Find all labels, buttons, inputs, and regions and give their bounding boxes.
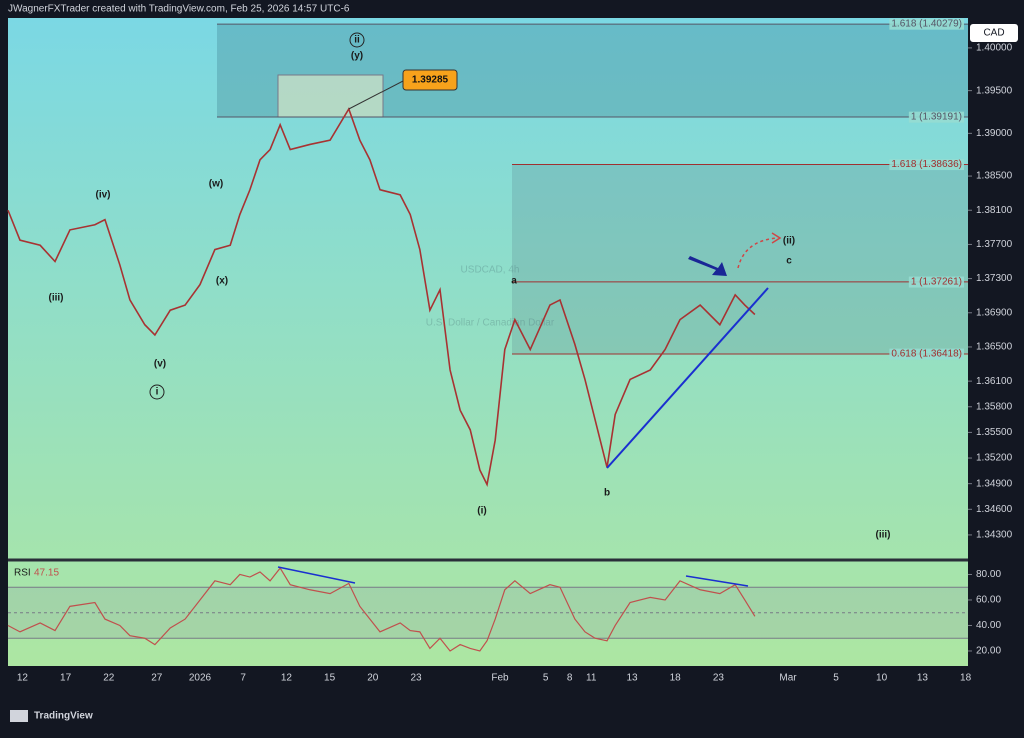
fib-label: 1 (1.37261): [911, 277, 962, 288]
y-tick-label: 60.00: [976, 595, 1001, 606]
wave-label: (ii): [783, 236, 795, 247]
y-tick-label: 1.38100: [976, 205, 1013, 216]
wave-label: (i): [477, 506, 486, 517]
x-tick-label: 2026: [189, 673, 212, 684]
projection-arrowhead: [771, 232, 782, 244]
y-tick-label: 1.34600: [976, 504, 1013, 515]
x-tick-label: 11: [586, 673, 597, 684]
y-tick-label: 1.35500: [976, 427, 1013, 438]
x-tick-label: 20: [367, 673, 379, 684]
y-tick-label: 1.35800: [976, 401, 1013, 412]
y-tick-label: 1.40000: [976, 43, 1013, 54]
footer: TradingView: [34, 711, 93, 722]
wave-label: (y): [351, 51, 363, 62]
y-tick-label: 1.36100: [976, 376, 1013, 387]
wave-label: (iii): [876, 530, 891, 541]
price-line: [7, 107, 756, 488]
wave-label: (iii): [49, 293, 64, 304]
y-tick-label: 1.38500: [976, 171, 1013, 182]
wave-label: (v): [154, 359, 166, 370]
fib-zone: [512, 164, 968, 354]
x-tick-label: 15: [324, 673, 336, 684]
time-axis: [0, 666, 1024, 690]
callout-label: 1.39285: [412, 75, 449, 86]
rsi-divergence: [685, 575, 749, 587]
y-tick-label: 1.34900: [976, 478, 1013, 489]
y-tick-label: 1.36500: [976, 342, 1013, 353]
y-tick-label: 1.37300: [976, 273, 1013, 284]
wave-circle: [349, 32, 365, 48]
projection-arrow: [737, 237, 779, 269]
fib-label-bg: [889, 18, 964, 30]
wave-label: (w): [209, 179, 223, 190]
plot-bg: [8, 18, 968, 666]
x-tick-label: Mar: [779, 673, 797, 684]
fib-label-bg: [908, 111, 964, 123]
fib-label: 1 (1.39191): [911, 112, 962, 123]
wave-label: i: [156, 387, 159, 398]
x-tick-label: 17: [60, 673, 72, 684]
x-tick-label: 27: [151, 673, 163, 684]
wave-label: c: [786, 256, 792, 267]
x-tick-label: Feb: [491, 673, 509, 684]
price-line: [7, 567, 756, 652]
fib-label-bg: [889, 159, 964, 171]
y-tick-label: 1.35200: [976, 453, 1013, 464]
logo-mark: [10, 710, 28, 722]
y-tick-label: 80.00: [976, 569, 1001, 580]
x-tick-label: 18: [670, 673, 682, 684]
y-tick-label: 1.34300: [976, 530, 1013, 541]
layer: 1.618 (1.40279) 1 (1.39191) 1.618 (1.38636…: [0, 18, 1024, 690]
wave-label: a: [511, 276, 517, 287]
y-tick-label: 20.00: [976, 646, 1001, 657]
x-tick-label: 13: [917, 673, 929, 684]
y-tick-label: 1.39500: [976, 85, 1013, 96]
y-tick-label: 1.37700: [976, 239, 1013, 250]
fib-label: 0.618 (1.36418): [891, 349, 962, 360]
callout-line: [348, 79, 406, 110]
x-tick-label: 5: [833, 673, 839, 684]
target-box: [277, 74, 384, 118]
watermark-symbol: USDCAD, 4h: [461, 265, 520, 276]
watermark-description: U.S. Dollar / Canadian Dollar: [426, 318, 555, 329]
currency-box: [970, 24, 1018, 42]
wave-label: (x): [216, 276, 228, 287]
wave-label: b: [604, 488, 610, 499]
rsi-value: 47.15: [34, 568, 59, 579]
header: JWagnerFXTrader created with TradingView…: [8, 4, 350, 15]
fib-label-bg: [889, 348, 964, 360]
y-tick-label: 1.39000: [976, 128, 1013, 139]
wave-label: ii: [354, 35, 360, 46]
x-tick-label: 23: [713, 673, 725, 684]
x-tick-label: 18: [960, 673, 972, 684]
y-tick-label: 1.36900: [976, 307, 1013, 318]
callout-box: [402, 69, 458, 91]
x-tick-label: 12: [281, 673, 293, 684]
x-tick-label: 7: [240, 673, 246, 684]
currency: CAD: [983, 28, 1004, 39]
x-tick-label: 8: [567, 673, 573, 684]
wave-circle: [149, 384, 165, 400]
x-tick-label: 23: [410, 673, 422, 684]
rsi-divergence: [277, 566, 356, 584]
x-tick-label: 5: [543, 673, 549, 684]
fib-label: 1.618 (1.38636): [891, 159, 962, 170]
x-tick-label: 10: [876, 673, 888, 684]
wave-label: (iv): [96, 190, 111, 201]
trend-line: [606, 287, 769, 469]
x-tick-label: 13: [626, 673, 638, 684]
fib-label-bg: [908, 276, 964, 288]
arrow: [688, 256, 727, 276]
y-tick-label: 40.00: [976, 620, 1001, 631]
fib-label: 1.618 (1.40279): [891, 19, 962, 30]
x-tick-label: 12: [17, 673, 29, 684]
x-tick-label: 22: [103, 673, 115, 684]
rsi-title: RSI: [14, 568, 31, 579]
price-axis: [968, 18, 1024, 666]
